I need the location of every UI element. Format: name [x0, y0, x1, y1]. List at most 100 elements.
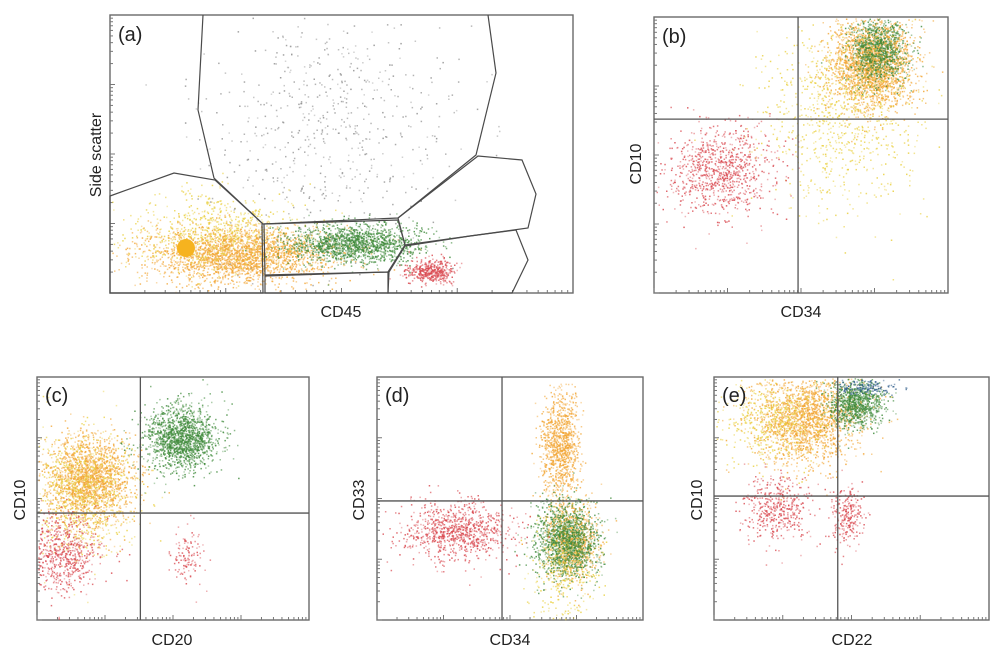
event-dot — [162, 263, 164, 265]
event-dot — [425, 263, 428, 265]
event-dot — [296, 218, 298, 221]
event-dot — [356, 237, 359, 240]
event-dot — [355, 259, 358, 261]
event-dot — [304, 266, 307, 268]
event-dot — [170, 258, 172, 260]
event-dot — [297, 260, 300, 262]
event-dot — [417, 277, 419, 279]
event-dot — [294, 252, 296, 255]
event-dot — [221, 262, 223, 264]
event-dot — [425, 264, 428, 267]
event-dot — [285, 251, 288, 253]
event-dot — [442, 284, 445, 286]
event-dot — [451, 268, 453, 270]
event-dot — [223, 250, 225, 253]
event-dot — [344, 232, 346, 235]
event-dot — [360, 243, 362, 245]
event-dot — [187, 265, 189, 268]
event-dot — [208, 265, 211, 267]
event-dot — [325, 241, 328, 243]
event-dot — [215, 225, 217, 227]
event-dot — [125, 266, 127, 268]
event-dot — [238, 272, 241, 274]
event-dot — [163, 265, 165, 267]
event-dot — [308, 236, 310, 238]
event-dot — [221, 230, 223, 232]
event-dot — [293, 234, 296, 236]
event-dot — [189, 237, 191, 239]
event-dot — [326, 238, 329, 240]
event-dot — [302, 240, 305, 243]
event-dot — [183, 270, 185, 272]
event-dot — [358, 242, 361, 244]
event-dot — [253, 247, 255, 249]
event-dot — [244, 280, 247, 283]
event-dot — [223, 263, 225, 265]
event-dot — [235, 235, 237, 237]
event-dot — [214, 261, 216, 264]
event-dot — [337, 241, 340, 244]
event-dot — [244, 264, 246, 266]
event-dot — [311, 242, 313, 244]
event-dot — [218, 241, 221, 243]
event-dot — [217, 245, 219, 247]
event-dot — [220, 247, 222, 250]
event-dot — [221, 263, 223, 266]
event-dot — [326, 243, 328, 245]
event-dot — [319, 235, 321, 238]
event-dot — [166, 250, 168, 252]
event-dot — [332, 251, 334, 253]
event-dot — [212, 228, 215, 230]
event-dot — [379, 250, 382, 252]
event-dot — [372, 240, 375, 242]
event-dot — [371, 256, 373, 259]
event-dot — [262, 258, 264, 261]
event-dot — [277, 253, 279, 255]
event-dot — [281, 266, 283, 268]
event-dot — [222, 232, 225, 235]
event-dot — [214, 255, 217, 257]
event-dot — [234, 263, 237, 266]
event-dot — [423, 271, 425, 274]
event-dot — [317, 228, 319, 230]
event-dot — [415, 248, 417, 251]
event-dot — [282, 247, 284, 250]
event-dot — [183, 230, 186, 232]
event-dot — [203, 269, 205, 272]
event-dot — [436, 276, 438, 279]
event-dot — [207, 242, 209, 244]
event-dot — [350, 265, 353, 267]
event-dot — [153, 256, 156, 259]
event-dot — [217, 263, 219, 265]
event-dot — [183, 271, 186, 273]
event-dot — [188, 256, 191, 259]
event-dot — [446, 273, 448, 276]
event-dot — [223, 257, 226, 259]
event-dot — [267, 257, 270, 260]
event-dot — [195, 251, 197, 253]
event-dot — [304, 249, 306, 251]
event-dot — [207, 256, 209, 259]
event-dot — [137, 218, 140, 220]
event-dot — [259, 223, 261, 225]
event-dot — [243, 213, 245, 216]
event-dot — [349, 230, 351, 232]
event-dot — [362, 235, 365, 238]
event-dot — [220, 202, 223, 205]
event-dot — [220, 253, 223, 255]
event-dot — [265, 267, 267, 269]
event-dot — [357, 247, 360, 249]
event-dot — [208, 227, 210, 230]
event-dot — [363, 265, 365, 268]
event-dot — [241, 247, 243, 249]
event-dot — [222, 237, 224, 239]
event-dot — [366, 244, 368, 247]
event-dot — [244, 273, 246, 276]
event-dot — [313, 249, 316, 252]
event-dot — [341, 233, 343, 235]
event-dot — [403, 251, 405, 253]
event-dot — [255, 238, 258, 240]
event-dot — [294, 250, 297, 253]
event-dot — [327, 237, 329, 239]
event-dot — [283, 257, 285, 259]
